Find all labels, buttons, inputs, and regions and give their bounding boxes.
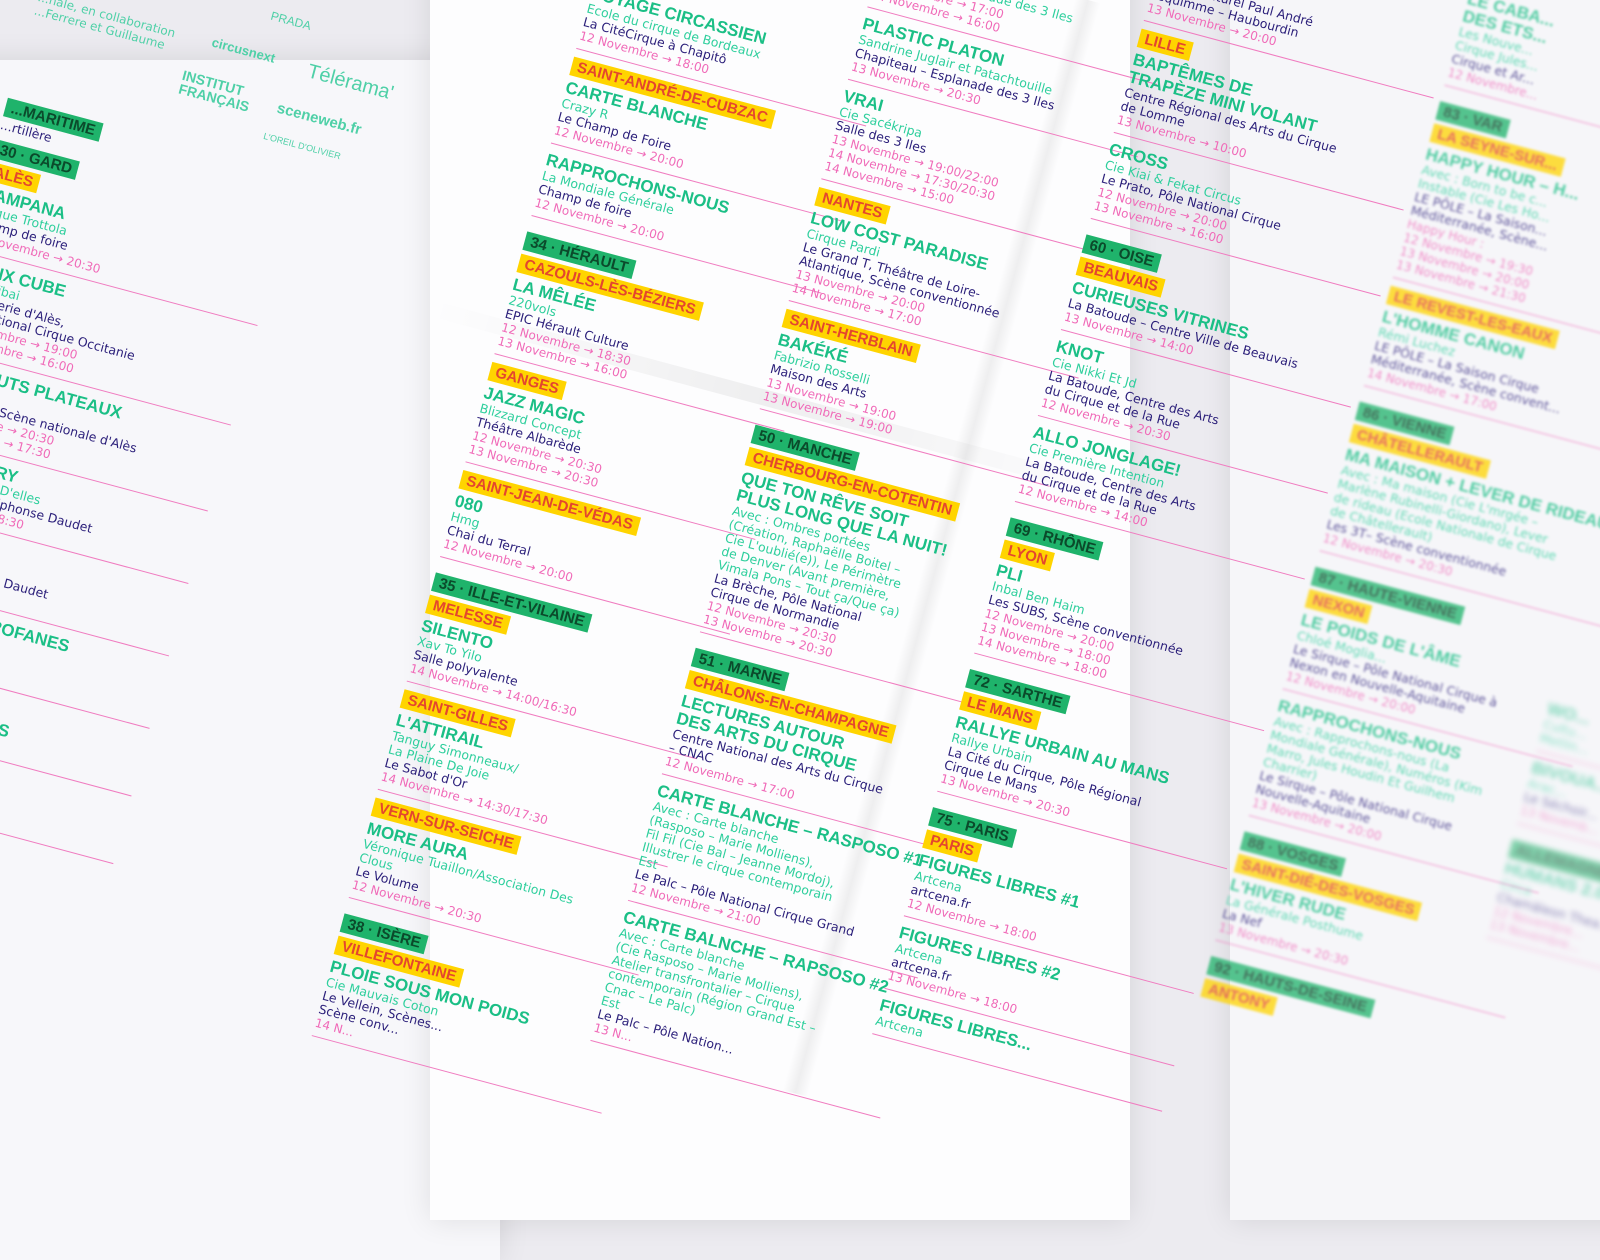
prada-logo: PRADA bbox=[269, 8, 313, 34]
show-entry: RALLYE URBAIN AU MANS Rallye Urbain La Cit… bbox=[937, 712, 1248, 870]
program-sheet-left bbox=[0, 60, 500, 1260]
credit-text: ...nale, en collaboration ...Ferrere et … bbox=[32, 0, 177, 52]
show-entry: MA MAISON + LEVER DE RIDEAU Avec : Ma mai… bbox=[1319, 445, 1600, 629]
